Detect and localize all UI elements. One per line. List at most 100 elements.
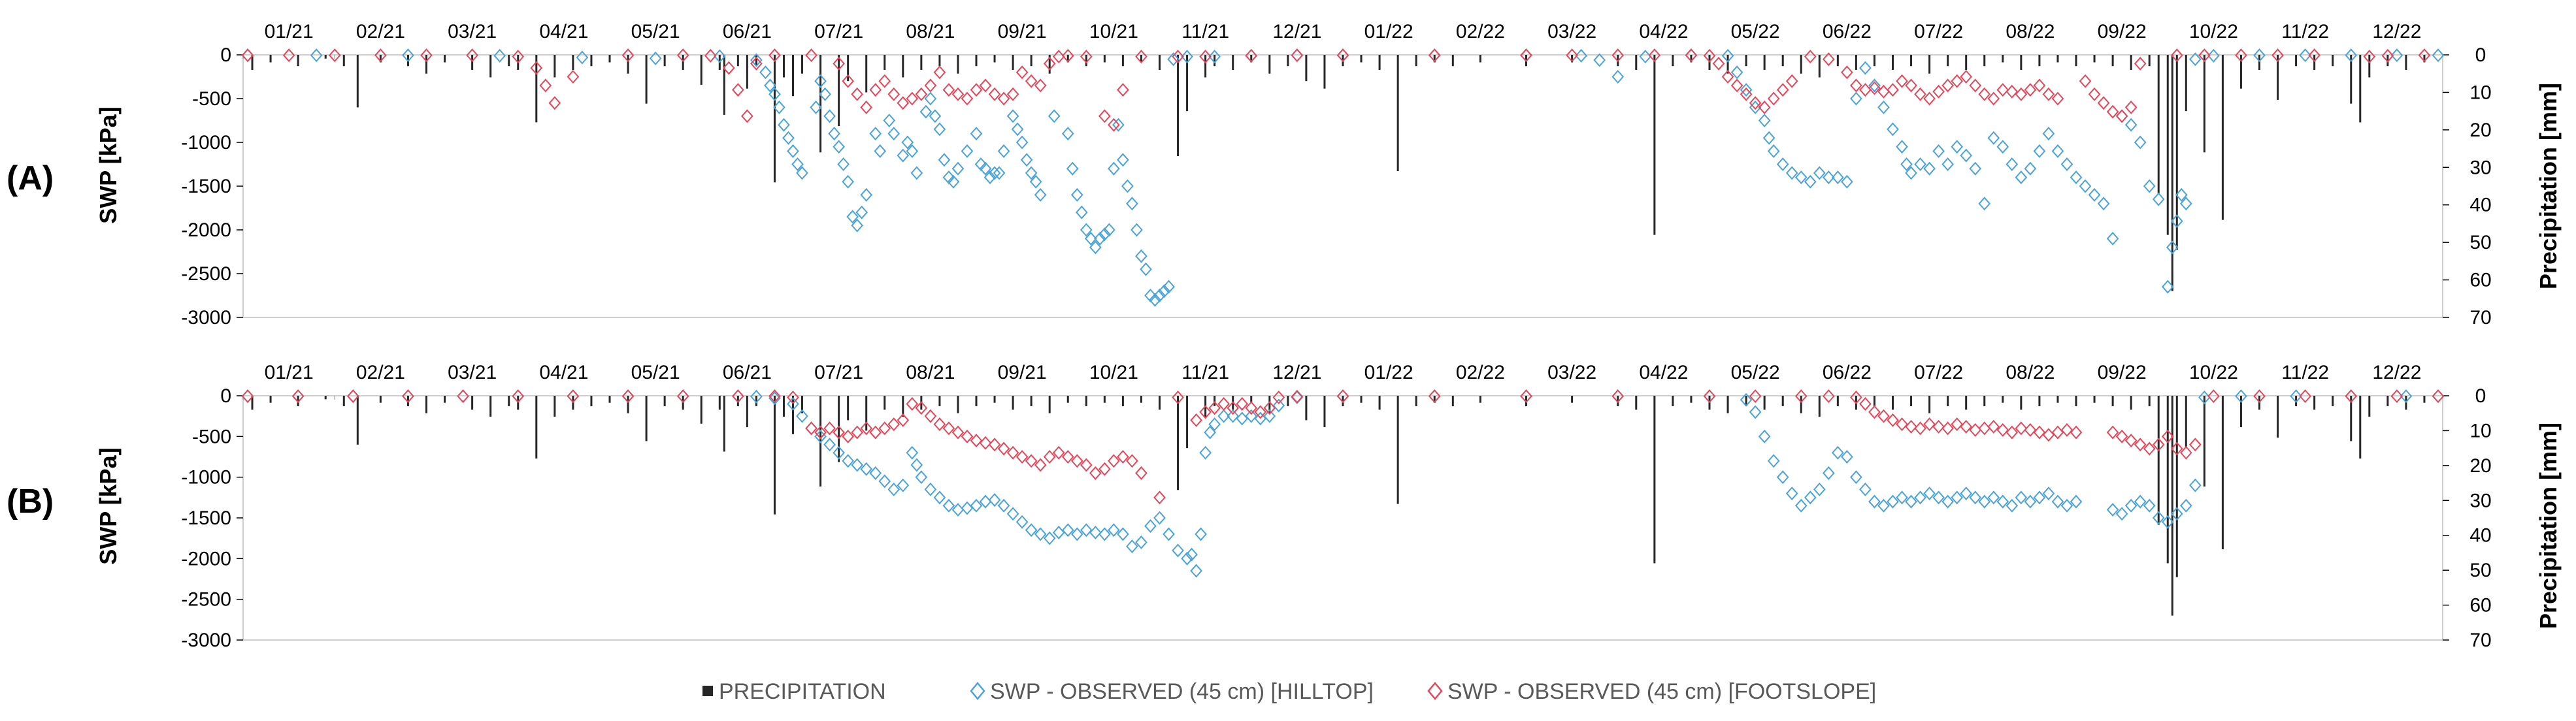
hilltop-point bbox=[1813, 482, 1826, 496]
precip-bar bbox=[819, 396, 822, 487]
hilltop-point bbox=[1721, 48, 1734, 63]
footslope-point bbox=[787, 390, 799, 404]
precip-bar bbox=[883, 55, 886, 70]
hilltop-point bbox=[1043, 531, 1056, 545]
precip-bar bbox=[1781, 55, 1784, 67]
hilltop-point bbox=[819, 87, 831, 101]
precip-bar bbox=[1378, 396, 1381, 410]
hilltop-point bbox=[1080, 223, 1093, 237]
precip-bar bbox=[865, 55, 868, 93]
hilltop-point bbox=[1172, 543, 1184, 558]
hilltop-point bbox=[1996, 140, 2009, 154]
precip-bar bbox=[590, 396, 593, 407]
hilltop-point bbox=[961, 501, 974, 515]
precip-bar bbox=[2038, 396, 2041, 407]
precip-bar bbox=[2171, 55, 2173, 291]
hilltop-point bbox=[1163, 527, 1175, 541]
footslope-point bbox=[1208, 401, 1221, 415]
hilltop-point bbox=[1204, 425, 1216, 440]
hilltop-point bbox=[915, 470, 928, 485]
precip-bar bbox=[1433, 396, 1436, 403]
hilltop-point bbox=[1227, 409, 1240, 423]
precip-bar bbox=[1892, 55, 1894, 70]
footslope-point bbox=[676, 48, 689, 63]
precip-bar bbox=[1378, 55, 1381, 70]
hilltop-point bbox=[942, 498, 955, 513]
hilltop-point bbox=[1158, 284, 1170, 298]
precip-bar bbox=[1672, 55, 1674, 67]
footslope-point bbox=[1758, 100, 1771, 114]
hilltop-point bbox=[988, 166, 1001, 180]
precip-bar bbox=[2221, 55, 2224, 220]
x-tick-label: 07/21 bbox=[814, 21, 863, 42]
hilltop-point bbox=[1804, 490, 1817, 505]
hilltop-point bbox=[1832, 170, 1844, 185]
hilltop-point bbox=[1978, 197, 1991, 211]
footslope-point bbox=[1016, 449, 1029, 464]
precip-bar bbox=[645, 55, 648, 104]
hilltop-point bbox=[2161, 515, 2174, 529]
footslope-point bbox=[1245, 48, 1258, 63]
footslope-point bbox=[1034, 458, 1047, 472]
hilltop-point bbox=[1236, 411, 1249, 426]
footslope-point bbox=[1336, 389, 1349, 404]
precip-bar bbox=[2175, 396, 2178, 577]
hilltop-point bbox=[1070, 527, 1083, 541]
precip-bar bbox=[2359, 55, 2362, 123]
footslope-point bbox=[2079, 74, 2092, 88]
panel-a: (A) SWP [kPa] Precipitation [mm] 0 -500 -1… bbox=[7, 21, 2562, 328]
x-tick-label: 03/21 bbox=[448, 21, 497, 42]
hilltop-point bbox=[1108, 523, 1120, 537]
hilltop-point bbox=[979, 161, 992, 176]
x-tick-label: 06/22 bbox=[1823, 21, 1872, 42]
precip-bar bbox=[2002, 55, 2004, 63]
footslope-point bbox=[1520, 389, 1532, 404]
footslope-point bbox=[1868, 81, 1881, 95]
footslope-point bbox=[1520, 48, 1532, 63]
x-tick-label: 02/21 bbox=[356, 21, 405, 42]
precip-bar bbox=[663, 396, 666, 407]
footslope-point bbox=[1061, 449, 1074, 464]
precip-bar bbox=[1726, 55, 1729, 74]
footslope-point bbox=[1978, 421, 1991, 436]
hilltop-point bbox=[947, 174, 960, 189]
precip-bar bbox=[1451, 396, 1454, 407]
hilltop-point bbox=[1089, 240, 1102, 255]
hilltop-point bbox=[1923, 487, 1936, 501]
hilltop-point bbox=[1868, 78, 1881, 93]
precip-bar bbox=[1892, 396, 1894, 410]
precip-bar bbox=[723, 55, 725, 115]
hilltop-point bbox=[929, 109, 942, 123]
hilltop-point bbox=[897, 148, 910, 163]
precip-bar bbox=[938, 396, 941, 407]
precip-bar bbox=[1910, 396, 1913, 407]
precip-bar bbox=[1928, 396, 1931, 413]
plot-area bbox=[242, 54, 2443, 318]
footslope-point bbox=[1703, 48, 1716, 63]
precip-bar bbox=[425, 396, 427, 413]
footslope-point bbox=[997, 441, 1010, 456]
x-tick-label: 03/22 bbox=[1547, 21, 1596, 42]
precip-bar bbox=[2166, 55, 2169, 235]
footslope-point bbox=[2097, 96, 2110, 110]
footslope-point bbox=[1987, 419, 2000, 434]
hilltop-point bbox=[938, 153, 951, 167]
hilltop-point bbox=[1272, 398, 1285, 413]
footslope-point bbox=[851, 425, 864, 440]
legend-label-precipitation: PRECIPITATION bbox=[719, 679, 886, 704]
y-tick-label: -2000 bbox=[181, 219, 231, 241]
footslope-point bbox=[2051, 91, 2064, 106]
footslope-point bbox=[2134, 438, 2147, 452]
hilltop-point bbox=[1850, 91, 1862, 106]
hilltop-point bbox=[1089, 525, 1102, 539]
hilltop-point bbox=[1762, 131, 1775, 145]
footslope-point bbox=[1776, 83, 1789, 97]
footslope-point bbox=[2106, 425, 2119, 440]
hilltop-point bbox=[997, 144, 1010, 158]
hilltop-point bbox=[1070, 187, 1083, 202]
footslope-point bbox=[2134, 56, 2147, 71]
y-tick-label: 0 bbox=[220, 385, 231, 407]
hilltop-point bbox=[1923, 161, 1936, 176]
precip-bar bbox=[2313, 55, 2316, 70]
